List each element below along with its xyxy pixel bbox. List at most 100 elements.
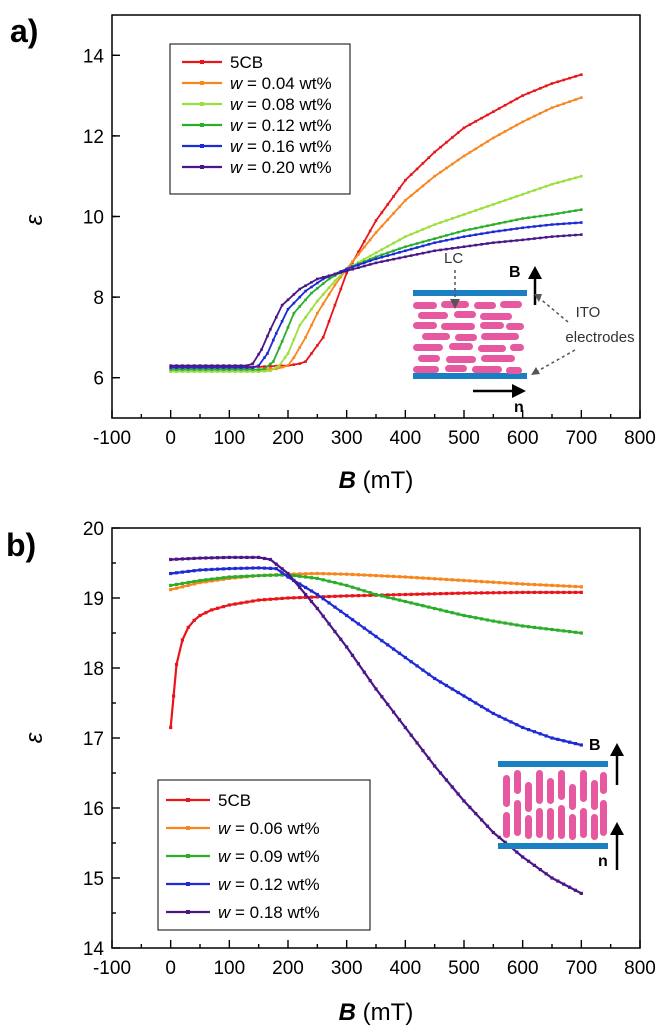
- data-point: [228, 370, 231, 373]
- data-point: [175, 366, 178, 369]
- b-field-arrowhead-b: [610, 743, 624, 756]
- data-point: [186, 366, 190, 369]
- legend-value: = 0.12 wt%: [230, 875, 319, 894]
- data-point: [210, 556, 214, 560]
- lc-rod: [474, 302, 496, 309]
- legend-swatch-marker: [186, 910, 190, 914]
- data-point: [550, 182, 554, 186]
- legend-value: = 0.18 wt%: [230, 903, 319, 922]
- data-point: [439, 145, 442, 149]
- series-markers: [169, 208, 583, 371]
- lc-rod: [455, 334, 477, 341]
- data-point: [468, 615, 472, 619]
- data-point: [272, 360, 275, 363]
- lc-rod: [600, 800, 607, 836]
- lc-rod: [591, 814, 598, 840]
- y-tick-label: 20: [83, 519, 104, 540]
- data-point: [580, 73, 583, 76]
- data-point: [421, 251, 425, 255]
- legend-value: = 0.08 wt%: [242, 95, 331, 114]
- data-point: [480, 704, 484, 709]
- data-point: [181, 370, 184, 373]
- series-markers: [169, 571, 583, 592]
- legend-variable: w: [230, 74, 244, 93]
- data-point: [216, 576, 220, 580]
- series-line: [169, 566, 583, 747]
- x-tick-label: 0: [165, 958, 176, 979]
- data-point: [233, 368, 237, 371]
- x-tick-label: 700: [565, 428, 597, 449]
- legend-label: w = 0.12 wt%: [218, 875, 320, 894]
- data-point: [509, 219, 513, 223]
- data-point: [304, 360, 307, 363]
- series-markers: [169, 590, 583, 730]
- data-point: [368, 591, 372, 595]
- data-point: [274, 573, 278, 577]
- data-point: [474, 579, 478, 583]
- data-point: [339, 275, 343, 279]
- data-point: [468, 151, 472, 154]
- legend-swatch-marker: [200, 144, 204, 148]
- data-point: [503, 717, 507, 721]
- data-point: [309, 589, 314, 593]
- data-point: [268, 566, 272, 570]
- data-point: [456, 591, 460, 595]
- legend-swatch-marker: [186, 798, 190, 802]
- data-point: [350, 585, 355, 589]
- data-point: [538, 590, 542, 594]
- data-point: [180, 570, 184, 574]
- data-point: [409, 254, 413, 257]
- data-point: [515, 195, 519, 198]
- data-point: [315, 606, 319, 611]
- legend-value: = 0.12 wt%: [242, 116, 331, 135]
- data-point: [374, 574, 378, 578]
- data-point: [409, 575, 413, 579]
- data-point: [574, 221, 577, 225]
- data-point: [210, 608, 214, 612]
- data-point: [579, 891, 583, 895]
- data-point: [286, 326, 290, 329]
- data-point: [533, 114, 536, 118]
- data-point: [298, 595, 302, 600]
- data-point: [509, 228, 513, 231]
- data-point: [333, 630, 337, 634]
- data-point: [573, 584, 578, 589]
- data-point: [421, 184, 425, 188]
- data-point: [433, 249, 436, 253]
- data-point: [538, 87, 542, 90]
- data-point: [269, 369, 272, 373]
- series-line: [169, 591, 583, 729]
- data-point: [327, 572, 331, 576]
- data-point: [374, 634, 378, 639]
- data-point: [468, 244, 472, 248]
- data-point: [562, 78, 566, 82]
- lc-rod: [580, 808, 587, 838]
- y-tick-label: 10: [83, 208, 104, 229]
- legend-variable: w: [230, 158, 244, 177]
- ito-pointer-top-head-a: [534, 294, 542, 302]
- legend-label: w = 0.08 wt%: [230, 95, 332, 114]
- data-point: [350, 618, 355, 622]
- data-point: [438, 577, 443, 581]
- data-point: [292, 338, 296, 341]
- data-point: [515, 582, 519, 586]
- legend-variable: w: [230, 116, 244, 135]
- data-point: [169, 557, 173, 562]
- data-point: [468, 234, 472, 237]
- data-point: [403, 655, 407, 660]
- data-point: [562, 882, 566, 886]
- data-point: [180, 585, 184, 589]
- data-point: [404, 249, 407, 253]
- data-point: [327, 622, 331, 626]
- data-point: [404, 245, 407, 249]
- lc-rod: [569, 784, 576, 810]
- axis-ticks-a: -100 0 100 200 300 400 500 600 700 800 6 8 10 12 14: [83, 46, 656, 449]
- lc-rod: [480, 322, 504, 329]
- data-point: [398, 238, 401, 242]
- lc-rod: [506, 323, 524, 330]
- data-point: [544, 223, 548, 227]
- lc-rod: [480, 313, 512, 320]
- data-point: [456, 690, 460, 695]
- data-point: [368, 679, 372, 683]
